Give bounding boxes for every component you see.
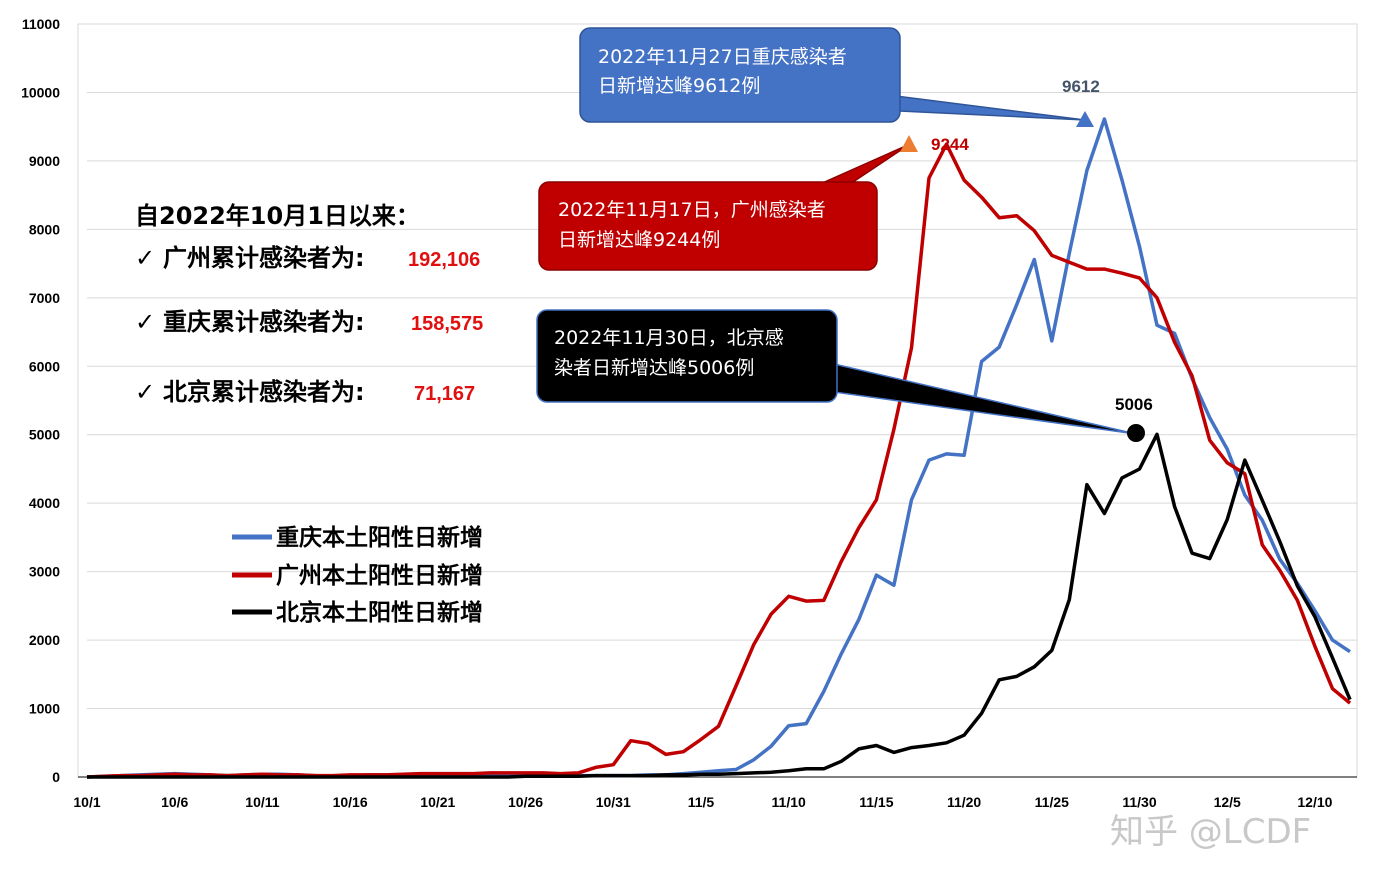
summary-value-guangzhou: 192,106 <box>408 249 480 271</box>
x-tick-label: 10/31 <box>596 794 631 810</box>
y-tick-label: 1000 <box>29 701 60 717</box>
x-tick-label: 11/5 <box>688 794 715 810</box>
callout-box <box>579 27 901 123</box>
y-tick-label: 10000 <box>21 84 60 100</box>
cumulative-summary: 自2022年10月1日以来： ✓ 广州累计感染者为: 192,106 ✓ 重庆累… <box>135 202 483 406</box>
x-tick-label: 10/16 <box>333 794 368 810</box>
legend-label-beijing: 北京本土阳性日新增 <box>276 599 483 626</box>
peak-label-guangzhou: 9244 <box>931 135 969 154</box>
callout-line-1: 2022年11月30日，北京感 <box>554 327 784 349</box>
peak-label-beijing: 5006 <box>1115 395 1153 414</box>
callout-line-2: 日新增达峰9244例 <box>558 229 720 251</box>
callout-pointer <box>879 93 1086 121</box>
legend-label-guangzhou: 广州本土阳性日新增 <box>276 562 483 589</box>
summary-label-chongqing: 重庆累计感染者为: <box>163 308 365 336</box>
peak-marker-chongqing <box>1076 111 1094 127</box>
x-tick-label: 11/10 <box>772 794 806 810</box>
guangzhou-line <box>86 142 1352 779</box>
callout-pointer <box>819 143 911 185</box>
callout-beijing: 2022年11月30日，北京感 染者日新增达峰5006例 <box>536 309 1137 435</box>
y-tick-label: 2000 <box>29 632 60 648</box>
x-tick-label: 10/26 <box>508 794 543 810</box>
x-tick-label: 11/15 <box>859 794 893 810</box>
y-tick-label: 4000 <box>29 495 60 511</box>
peak-markers: 9612 9244 5006 <box>900 77 1153 442</box>
callout-box <box>538 181 878 271</box>
series-lines <box>86 117 1352 779</box>
legend: 重庆本土阳性日新增 广州本土阳性日新增 北京本土阳性日新增 <box>232 524 483 626</box>
summary-label-guangzhou: 广州累计感染者为: <box>163 244 365 272</box>
check-icon: ✓ <box>135 378 155 406</box>
summary-label-beijing: 北京累计感染者为: <box>163 378 365 406</box>
x-tick-label: 11/20 <box>947 794 981 810</box>
y-tick-label: 8000 <box>29 221 60 237</box>
x-tick-label: 12/10 <box>1297 794 1332 810</box>
watermark: 知乎 @LCDF <box>1110 812 1311 852</box>
x-tick-label: 10/21 <box>420 794 455 810</box>
x-tick-label: 11/30 <box>1122 794 1156 810</box>
callout-line-1: 2022年11月17日，广州感染者 <box>558 199 826 221</box>
y-tick-label: 7000 <box>29 290 60 306</box>
x-tick-label: 11/25 <box>1035 794 1069 810</box>
y-tick-label: 11000 <box>22 16 60 32</box>
callout-pointer <box>833 363 1137 435</box>
y-tick-label: 5000 <box>29 427 60 443</box>
x-tick-label: 10/1 <box>73 794 100 810</box>
axes: 0 1000 2000 3000 4000 5000 6000 7000 8000 9000 100… <box>21 16 1357 810</box>
x-tick-label: 10/11 <box>245 794 279 810</box>
beijing-line <box>87 432 1352 779</box>
check-icon: ✓ <box>135 244 155 272</box>
y-tick-label: 0 <box>52 769 60 785</box>
y-tick-label: 3000 <box>29 564 60 580</box>
legend-label-chongqing: 重庆本土阳性日新增 <box>276 524 483 551</box>
callout-line-1: 2022年11月27日重庆感染者 <box>598 46 847 68</box>
callout-chongqing: 2022年11月27日重庆感染者 日新增达峰9612例 <box>579 27 1086 123</box>
x-tick-label: 12/5 <box>1214 794 1241 810</box>
peak-marker-beijing <box>1127 424 1145 442</box>
summary-value-beijing: 71,167 <box>414 383 475 405</box>
x-tick-label: 10/6 <box>161 794 188 810</box>
y-tick-label: 9000 <box>29 153 60 169</box>
y-tick-label: 6000 <box>29 358 60 374</box>
peak-marker-guangzhou <box>900 135 918 152</box>
check-icon: ✓ <box>135 308 155 336</box>
callout-box <box>536 309 838 403</box>
callout-guangzhou: 2022年11月17日，广州感染者 日新增达峰9244例 <box>538 143 911 271</box>
callout-line-2: 日新增达峰9612例 <box>598 75 760 97</box>
summary-value-chongqing: 158,575 <box>411 313 483 335</box>
summary-title: 自2022年10月1日以来： <box>135 202 420 230</box>
callout-line-2: 染者日新增达峰5006例 <box>554 357 754 379</box>
peak-label-chongqing: 9612 <box>1062 77 1100 96</box>
